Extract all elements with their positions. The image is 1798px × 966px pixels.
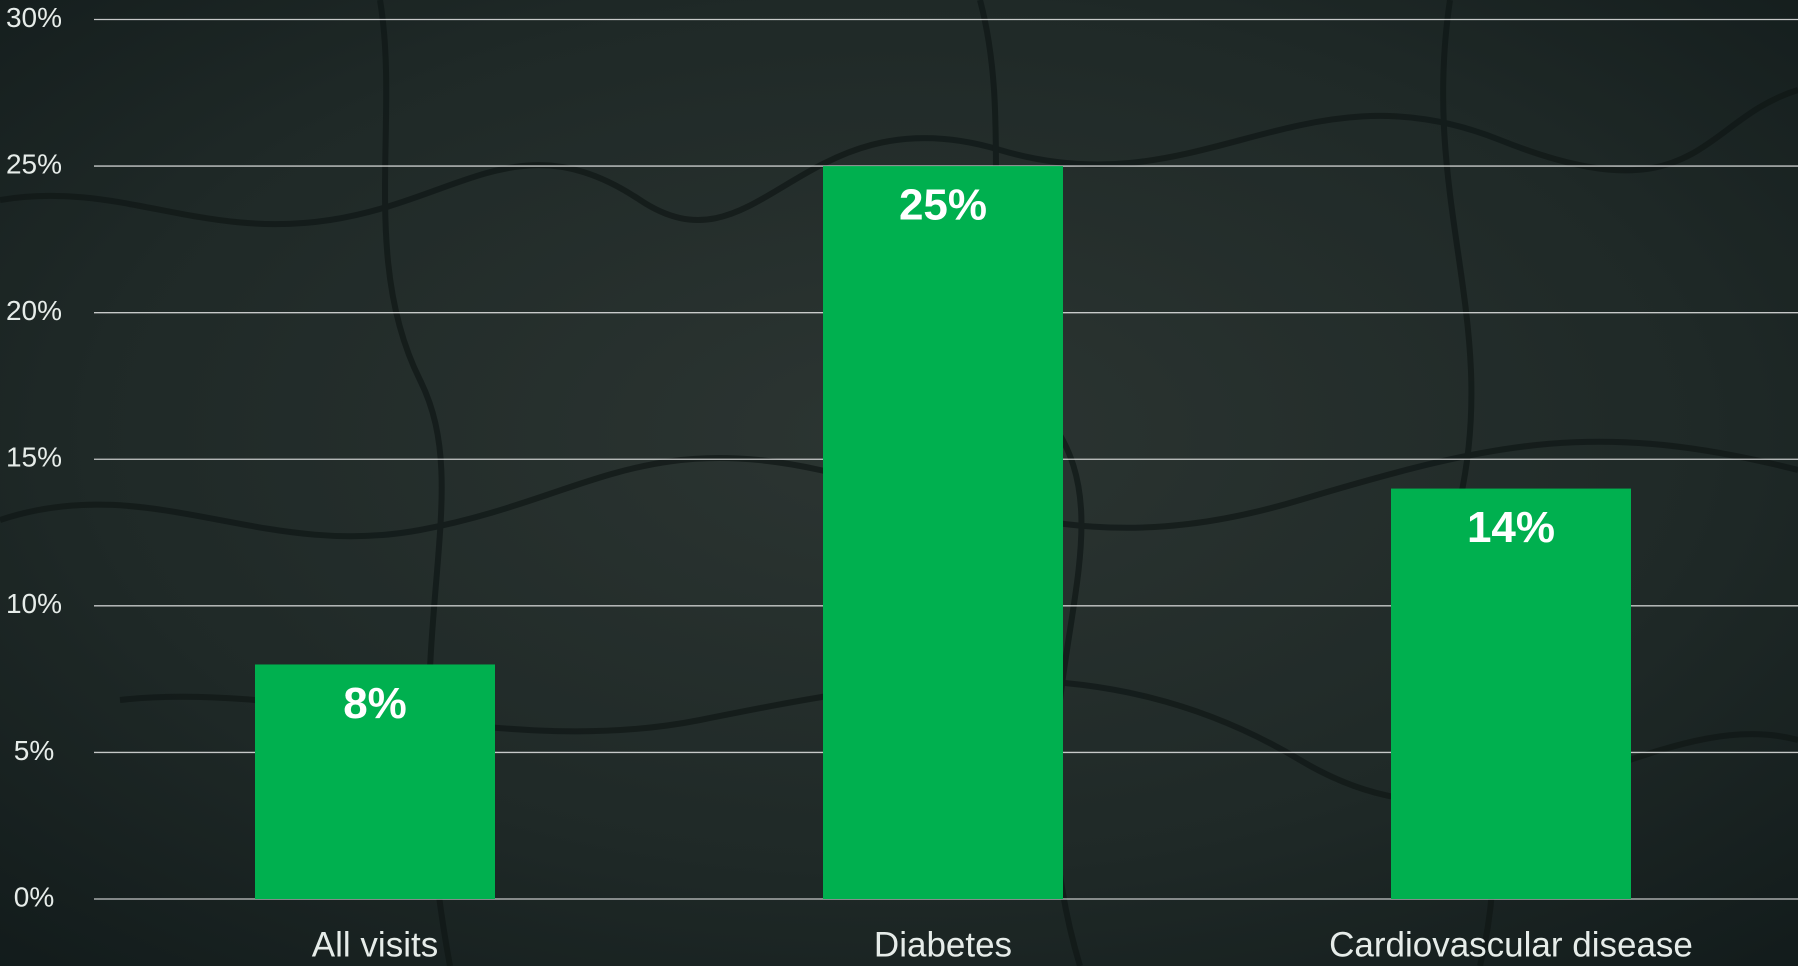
value-label: 8% [343, 679, 407, 728]
x-tick-label: All visits [312, 925, 438, 964]
x-tick-label: Cardiovascular disease [1329, 925, 1693, 964]
y-tick-label: 20% [6, 295, 62, 326]
y-tick-label: 25% [6, 148, 62, 179]
y-tick-label: 15% [6, 442, 62, 473]
y-tick-label: 10% [6, 588, 62, 619]
bar [255, 664, 495, 899]
value-label: 14% [1467, 503, 1555, 552]
plot-area: 0% 5% 10% 15% 20% 25% 30% 8% All visits 25% Diabet… [6, 2, 1798, 964]
x-tick-label: Diabetes [874, 925, 1012, 964]
bar [823, 166, 1063, 900]
y-tick-label: 5% [14, 735, 54, 766]
value-label: 25% [899, 181, 987, 230]
y-tick-label: 30% [6, 2, 62, 33]
bar [1391, 488, 1631, 899]
y-tick-label: 0% [14, 881, 54, 912]
